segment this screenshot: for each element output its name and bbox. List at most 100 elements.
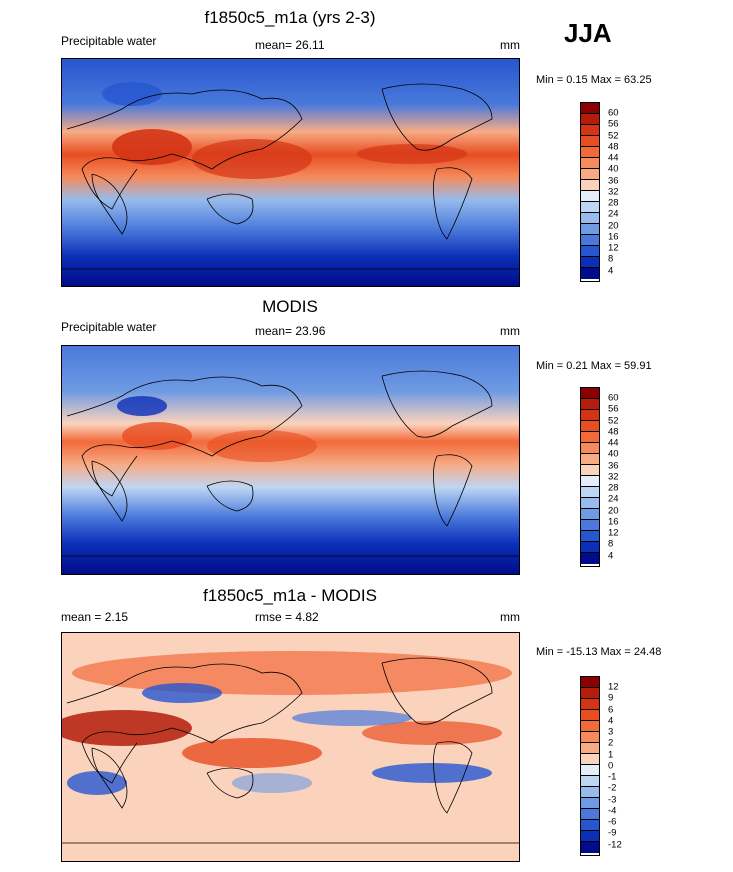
colorbar-swatch [581, 410, 599, 421]
panel-2-colorbar-tick: 24 [608, 493, 619, 505]
panel-3-colorbar-tick: -6 [608, 816, 617, 828]
colorbar-swatch [581, 114, 599, 125]
colorbar-swatch [581, 520, 599, 531]
panel-3-colorbar-tick: -9 [608, 827, 617, 839]
colorbar-swatch [581, 721, 599, 732]
panel-2-colorbar-tick: 56 [608, 403, 619, 415]
panel-1-colorbar-tick: 40 [608, 163, 619, 175]
colorbar-swatch [581, 388, 599, 399]
colorbar-swatch [581, 202, 599, 213]
colorbar-swatch [581, 158, 599, 169]
panel-3-colorbar-tick: -1 [608, 771, 617, 783]
colorbar-swatch [581, 531, 599, 542]
panel-3-colorbar-tick: -4 [608, 805, 617, 817]
panel-1-colorbar-tick: 4 [608, 265, 614, 277]
colorbar-swatch [581, 487, 599, 498]
colorbar-swatch [581, 509, 599, 520]
colorbar-swatch [581, 213, 599, 224]
panel-1-colorbar-tick: 48 [608, 141, 619, 153]
panel-2-colorbar [580, 387, 600, 567]
panel-2-map [61, 345, 520, 575]
colorbar-swatch [581, 732, 599, 743]
panel-1-colorbar-tick: 60 [608, 107, 619, 119]
colorbar-swatch [581, 476, 599, 487]
colorbar-swatch [581, 432, 599, 443]
panel-1-colorbar-tick: 28 [608, 197, 619, 209]
colorbar-swatch [581, 257, 599, 268]
panel-3-colorbar-tick: -12 [608, 839, 622, 851]
colorbar-swatch [581, 765, 599, 776]
season-label: JJA [564, 18, 612, 48]
colorbar-swatch [581, 542, 599, 553]
panel-1-variable-label: Precipitable water [61, 34, 157, 48]
colorbar-swatch [581, 699, 599, 710]
panel-2-colorbar-tick: 48 [608, 426, 619, 438]
colorbar-swatch [581, 754, 599, 765]
colorbar-swatch [581, 399, 599, 410]
colorbar-swatch [581, 443, 599, 454]
panel-1-colorbar-tick: 12 [608, 242, 619, 254]
panel-1-colorbar-tick: 36 [608, 175, 619, 187]
colorbar-swatch [581, 224, 599, 235]
panel-2-colorbar-tick: 20 [608, 505, 619, 517]
colorbar-swatch [581, 553, 599, 564]
panel-2-mean-label: mean= 23.96 [255, 324, 326, 338]
panel-1-colorbar-tick: 44 [608, 152, 619, 164]
panel-2-colorbar-tick: 52 [608, 415, 619, 427]
panel-1-colorbar-tick: 16 [608, 231, 619, 243]
panel-1-colorbar-tick: 20 [608, 220, 619, 232]
colorbar-swatch [581, 191, 599, 202]
panel-3-units-label: mm [500, 610, 520, 624]
panel-1-colorbar-tick: 24 [608, 208, 619, 220]
panel-1-colorbar-tick: 32 [608, 186, 619, 198]
panel-3-colorbar-tick: 6 [608, 704, 614, 716]
colorbar-swatch [581, 798, 599, 809]
panel-3-title: f1850c5_m1a - MODIS [203, 586, 377, 605]
panel-1-colorbar [580, 102, 600, 282]
panel-3-colorbar-tick: 3 [608, 726, 614, 738]
colorbar-swatch [581, 454, 599, 465]
panel-2-colorbar-tick: 36 [608, 460, 619, 472]
colorbar-swatch [581, 677, 599, 688]
panel-2-colorbar-tick: 60 [608, 392, 619, 404]
panel-2-colorbar-tick: 28 [608, 482, 619, 494]
panel-2-title: MODIS [262, 297, 318, 316]
colorbar-swatch [581, 103, 599, 114]
panel-2-colorbar-tick: 44 [608, 437, 619, 449]
panel-3-colorbar-tick: -3 [608, 794, 617, 806]
panel-2-colorbar-tick: 4 [608, 550, 614, 562]
panel-3-colorbar-tick: -2 [608, 782, 617, 794]
panel-3-map [61, 632, 520, 862]
colorbar-swatch [581, 421, 599, 432]
panel-2-colorbar-tick: 16 [608, 516, 619, 528]
panel-1-mean-label: mean= 26.11 [255, 38, 325, 52]
colorbar-swatch [581, 169, 599, 180]
panel-3-colorbar-tick: 2 [608, 737, 614, 749]
colorbar-swatch [581, 465, 599, 476]
panel-3-mean-label: mean = 2.15 [61, 610, 129, 624]
colorbar-swatch [581, 787, 599, 798]
panel-3-colorbar [580, 676, 600, 856]
panel-1-colorbar-tick: 56 [608, 118, 619, 130]
panel-3-rmse-label: rmse = 4.82 [255, 610, 319, 624]
colorbar-swatch [581, 688, 599, 699]
colorbar-swatch [581, 136, 599, 147]
panel-1-title: f1850c5_m1a (yrs 2-3) [204, 8, 376, 27]
panel-2-variable-label: Precipitable water [61, 320, 157, 334]
panel-2-minmax-label: Min = 0.21 Max = 59.91 [536, 360, 652, 372]
panel-1-colorbar-tick: 8 [608, 253, 614, 265]
panel-3-colorbar-tick: 9 [608, 692, 614, 704]
panel-3-colorbar-tick: 4 [608, 715, 614, 727]
panel-2-units-label: mm [500, 324, 520, 338]
colorbar-swatch [581, 842, 599, 853]
colorbar-swatch [581, 831, 599, 842]
panel-2-colorbar-tick: 32 [608, 471, 619, 483]
panel-3-colorbar-tick: 0 [608, 760, 614, 772]
colorbar-swatch [581, 776, 599, 787]
colorbar-swatch [581, 498, 599, 509]
colorbar-swatch [581, 125, 599, 136]
panel-2-colorbar-tick: 40 [608, 448, 619, 460]
panel-3-colorbar-tick: 1 [608, 749, 614, 761]
colorbar-swatch [581, 710, 599, 721]
colorbar-swatch [581, 180, 599, 191]
